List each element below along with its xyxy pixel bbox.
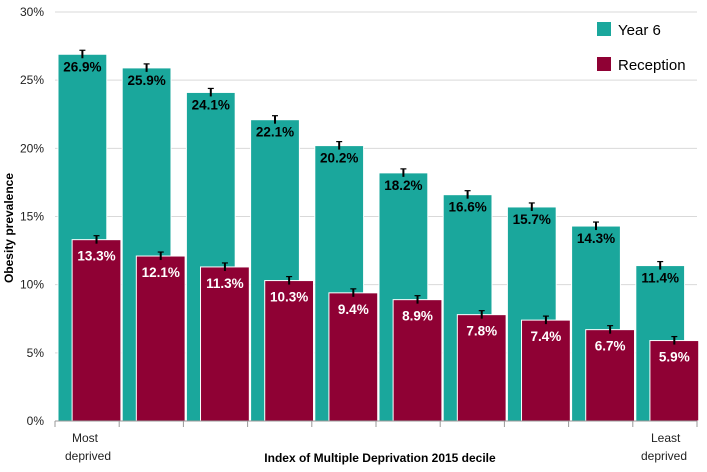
data-label-year-6: 11.4% [641, 271, 679, 286]
y-tick-label: 20% [20, 141, 44, 155]
data-label-year-6: 16.6% [448, 200, 486, 215]
y-tick-label: 25% [20, 73, 44, 87]
y-tick-label: 5% [27, 346, 45, 360]
data-label-reception: 12.1% [142, 265, 180, 280]
bar-reception [328, 292, 379, 422]
data-label-reception: 6.7% [595, 339, 626, 354]
x-label-most-line2: deprived [65, 449, 111, 463]
bar-reception [264, 280, 315, 422]
data-label-year-6: 14.3% [577, 231, 615, 246]
bar-reception [200, 266, 250, 422]
data-label-reception: 13.3% [77, 249, 115, 264]
legend-swatch-reception [597, 57, 611, 71]
legend-label-reception: Reception [618, 57, 686, 74]
data-label-year-6: 18.2% [384, 178, 422, 193]
data-label-reception: 7.4% [531, 329, 562, 344]
bar-reception [135, 255, 186, 422]
data-label-reception: 8.9% [402, 309, 433, 324]
y-tick-label: 15% [20, 210, 44, 224]
bar-reception [71, 239, 122, 422]
x-label-most-line1: Most [72, 431, 99, 445]
data-label-reception: 7.8% [466, 324, 497, 339]
data-label-reception: 10.3% [270, 290, 308, 305]
data-labels: 26.9% 13.3% 25.9% 12.1% 24.1% 11.3% 22.1% 10.3%… [63, 59, 689, 364]
legend-label-year-6: Year 6 [618, 22, 661, 39]
data-label-year-6: 25.9% [127, 73, 165, 88]
data-label-year-6: 22.1% [256, 125, 294, 140]
bar-reception [456, 314, 507, 422]
x-label-least-line2: deprived [641, 449, 687, 463]
data-label-reception: 5.9% [659, 350, 690, 365]
data-label-year-6: 15.7% [513, 212, 551, 227]
legend-swatch-year-6 [597, 22, 611, 36]
y-tick-label: 30% [20, 5, 44, 19]
data-label-reception: 9.4% [338, 302, 369, 317]
y-tick-label: 0% [27, 414, 45, 428]
x-label-least-line1: Least [651, 431, 681, 445]
bar-reception [521, 319, 571, 422]
data-label-reception: 11.3% [206, 276, 244, 291]
y-axis-title: Obesity prevalence [2, 173, 16, 283]
bar-reception [649, 340, 700, 422]
y-tick-label: 10% [20, 278, 44, 292]
legend: Year 6 Reception [597, 22, 686, 74]
data-label-year-6: 24.1% [192, 97, 230, 112]
data-label-year-6: 20.2% [320, 151, 358, 166]
x-axis-ticks [54, 421, 698, 427]
x-axis-title: Index of Multiple Deprivation 2015 decil… [264, 451, 496, 465]
bar-reception [392, 299, 443, 422]
y-axis-ticks: 0% 5% 10% 15% 20% 25% 30% [20, 5, 44, 428]
data-label-year-6: 26.9% [63, 59, 101, 74]
bar-reception [585, 329, 636, 422]
